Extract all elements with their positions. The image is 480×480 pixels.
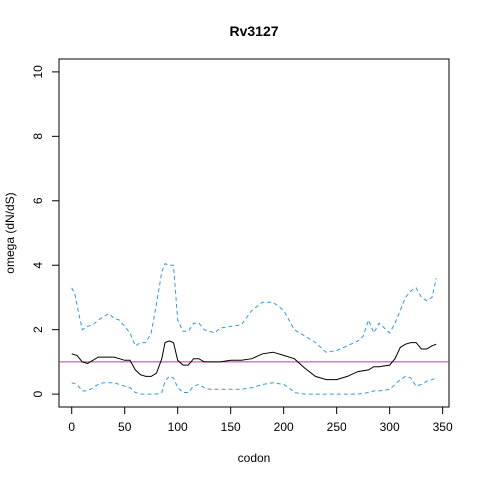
- y-tick-label: 6: [31, 197, 45, 204]
- x-tick-label: 300: [380, 420, 400, 434]
- y-tick-label: 4: [31, 262, 45, 269]
- y-axis: 0 2 4 6 8 10: [31, 65, 60, 397]
- y-tick-label: 2: [31, 326, 45, 333]
- x-tick-label: 200: [274, 420, 294, 434]
- y-tick-label: 0: [31, 390, 45, 397]
- x-tick-label: 50: [118, 420, 132, 434]
- x-tick-label: 150: [221, 420, 241, 434]
- series-layer: [71, 262, 437, 395]
- x-tick-label: 100: [168, 420, 188, 434]
- chart-title: Rv3127: [229, 23, 278, 39]
- y-axis-label: omega (dN/dS): [3, 192, 17, 273]
- lower-bound-line: [71, 375, 437, 395]
- upper-bound-line: [71, 262, 437, 353]
- x-tick-label: 250: [327, 420, 347, 434]
- x-tick-label: 0: [68, 420, 75, 434]
- x-axis: 0 50 100 150 200 250 300 350: [68, 406, 453, 434]
- omega-line: [71, 340, 437, 381]
- y-tick-label: 8: [31, 133, 45, 140]
- y-tick-label: 10: [31, 65, 45, 79]
- x-axis-label: codon: [238, 451, 271, 465]
- x-tick-label: 350: [433, 420, 453, 434]
